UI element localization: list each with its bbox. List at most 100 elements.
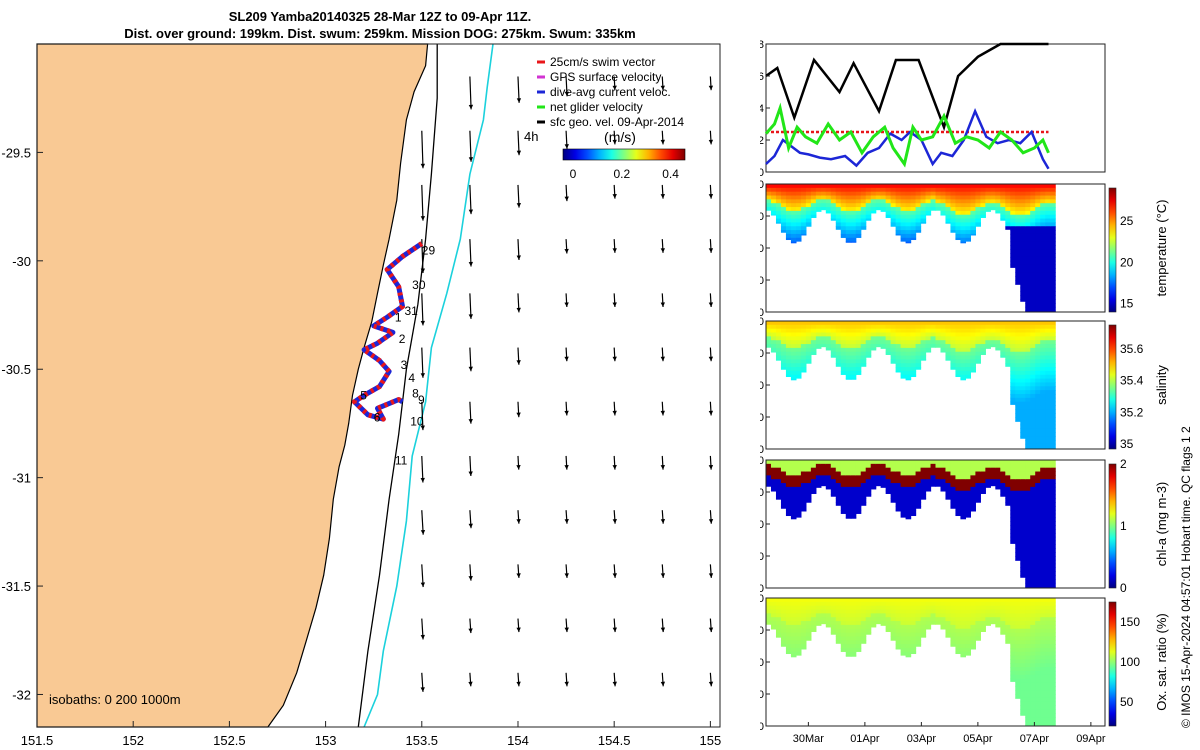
panel-salinity-ytick-150: 150 bbox=[760, 412, 764, 424]
legend-label-0: 25cm/s swim vector bbox=[550, 55, 655, 69]
panel-salinity-ytick-50: 50 bbox=[760, 348, 764, 360]
panel-chl-cbtick-1: 1 bbox=[1120, 519, 1127, 533]
day-label-10: 10 bbox=[410, 415, 424, 429]
time-scale-label: 4h bbox=[524, 129, 538, 144]
day-label-29: 29 bbox=[422, 243, 436, 257]
legend-label-2: dive-avg current veloc. bbox=[550, 85, 671, 99]
title-line-1: SL209 Yamba20140325 28-Mar 12Z to 09-Apr… bbox=[228, 9, 532, 24]
current-arrow-50 bbox=[612, 239, 617, 253]
day-label-9: 9 bbox=[418, 393, 425, 407]
current-arrow-67 bbox=[660, 510, 666, 524]
panel-temperature-cbtick-20: 20 bbox=[1120, 255, 1134, 269]
panel-oxygen-cblabel: Ox. sat. ratio (%) bbox=[1154, 613, 1169, 711]
map-ytick--31: -31 bbox=[12, 471, 31, 486]
current-arrow-27 bbox=[516, 293, 521, 313]
panel-chl-ytick-150: 150 bbox=[760, 551, 764, 563]
current-arrow-25 bbox=[516, 184, 522, 208]
map-xtick-155: 155 bbox=[700, 733, 722, 748]
current-arrow-28 bbox=[516, 347, 521, 365]
day-label-11: 11 bbox=[395, 454, 408, 468]
current-arrow-78 bbox=[708, 455, 714, 470]
panel-chl-cblabel: chl-a (mg m-3) bbox=[1154, 482, 1169, 567]
map-colorbar bbox=[562, 148, 686, 161]
panel-chl-ytick-0: 0 bbox=[760, 455, 764, 467]
map-ytick--32: -32 bbox=[12, 687, 31, 702]
current-arrow-33 bbox=[516, 618, 521, 633]
map-xtick-152.5: 152.5 bbox=[213, 733, 246, 748]
current-arrow-18 bbox=[468, 455, 473, 477]
day-label-30: 30 bbox=[412, 278, 426, 292]
current-arrow-41 bbox=[564, 401, 569, 416]
current-arrow-30 bbox=[516, 455, 521, 470]
map-xtick-152: 152 bbox=[122, 733, 144, 748]
current-arrow-12 bbox=[468, 130, 474, 162]
isobath-1000m bbox=[363, 43, 494, 728]
panel-salinity-ytick-200: 200 bbox=[760, 444, 764, 456]
current-arrow-1 bbox=[420, 184, 426, 221]
day-label-3: 3 bbox=[401, 358, 408, 372]
current-arrow-61 bbox=[660, 184, 665, 199]
current-arrow-22 bbox=[468, 672, 473, 687]
velocity-series-current bbox=[765, 107, 1050, 170]
current-arrow-23 bbox=[516, 76, 522, 103]
map-xtick-153.5: 153.5 bbox=[406, 733, 439, 748]
velocity-ytick-0.4: 0.4 bbox=[760, 103, 764, 115]
current-arrow-69 bbox=[660, 618, 666, 633]
current-arrow-35 bbox=[564, 76, 570, 97]
map-ytick--29.5: -29.5 bbox=[1, 145, 31, 160]
day-label-8: 8 bbox=[412, 386, 419, 400]
chart-title: SL209 Yamba20140325 28-Mar 12Z to 09-Apr… bbox=[0, 8, 760, 42]
current-arrow-8 bbox=[420, 564, 426, 588]
current-arrow-11 bbox=[468, 76, 474, 110]
map-colorbar-tick-0: 0 bbox=[570, 167, 577, 181]
map-ytick--30.5: -30.5 bbox=[1, 362, 31, 377]
panel-salinity-cblabel: salinity bbox=[1154, 365, 1169, 405]
panel-chl-cbtick-2: 2 bbox=[1120, 457, 1127, 471]
current-arrow-7 bbox=[420, 510, 426, 535]
current-arrow-63 bbox=[660, 293, 665, 308]
current-arrow-81 bbox=[708, 618, 714, 633]
panel-salinity-ytick-100: 100 bbox=[760, 380, 764, 392]
current-arrow-48 bbox=[612, 130, 617, 145]
panel-salinity-cbtick-35.4: 35.4 bbox=[1120, 374, 1144, 388]
current-arrow-74 bbox=[708, 239, 714, 253]
panel-oxygen-cbtick-150: 150 bbox=[1120, 615, 1140, 629]
map-ytick--31.5: -31.5 bbox=[1, 579, 31, 594]
map-ytick--30: -30 bbox=[12, 254, 31, 269]
panel-chl-cbtick-0: 0 bbox=[1120, 581, 1127, 595]
panel-temperature-ytick-200: 200 bbox=[760, 307, 764, 319]
current-arrow-47 bbox=[612, 76, 617, 91]
map-xtick-154: 154 bbox=[507, 733, 529, 748]
current-arrow-71 bbox=[708, 76, 714, 91]
current-arrow-65 bbox=[660, 401, 665, 416]
date-tick-07Apr: 07Apr bbox=[1020, 733, 1050, 745]
panel-oxygen-ytick-100: 100 bbox=[760, 657, 764, 669]
current-arrow-64 bbox=[660, 347, 665, 362]
day-label-6: 6 bbox=[374, 410, 381, 424]
isobath-200m bbox=[357, 44, 438, 728]
current-arrow-54 bbox=[612, 455, 617, 470]
day-label-31: 31 bbox=[404, 304, 418, 318]
panel-salinity-colorbar bbox=[1108, 324, 1117, 450]
current-arrow-32 bbox=[516, 564, 521, 578]
current-arrow-0 bbox=[420, 130, 426, 169]
current-arrow-75 bbox=[708, 293, 714, 308]
velocity-ytick-0.2: 0.2 bbox=[760, 135, 764, 147]
current-arrow-46 bbox=[564, 672, 569, 687]
land-area bbox=[36, 43, 429, 728]
current-arrow-36 bbox=[564, 130, 569, 149]
current-arrow-59 bbox=[660, 76, 665, 91]
current-arrow-6 bbox=[420, 455, 425, 483]
panel-chl-ytick-50: 50 bbox=[760, 487, 764, 499]
map-xtick-154.5: 154.5 bbox=[598, 733, 631, 748]
current-arrow-58 bbox=[612, 672, 617, 687]
current-arrow-80 bbox=[708, 564, 714, 578]
date-tick-01Apr: 01Apr bbox=[850, 733, 880, 745]
panel-temperature-ytick-150: 150 bbox=[760, 275, 764, 287]
legend-label-4: sfc geo. vel. 09-Apr-2014 bbox=[550, 115, 684, 129]
current-arrow-10 bbox=[420, 672, 425, 692]
panel-temperature-ytick-50: 50 bbox=[760, 211, 764, 223]
glider-swim-track bbox=[352, 241, 424, 422]
panel-salinity-cbtick-35.6: 35.6 bbox=[1120, 342, 1144, 356]
